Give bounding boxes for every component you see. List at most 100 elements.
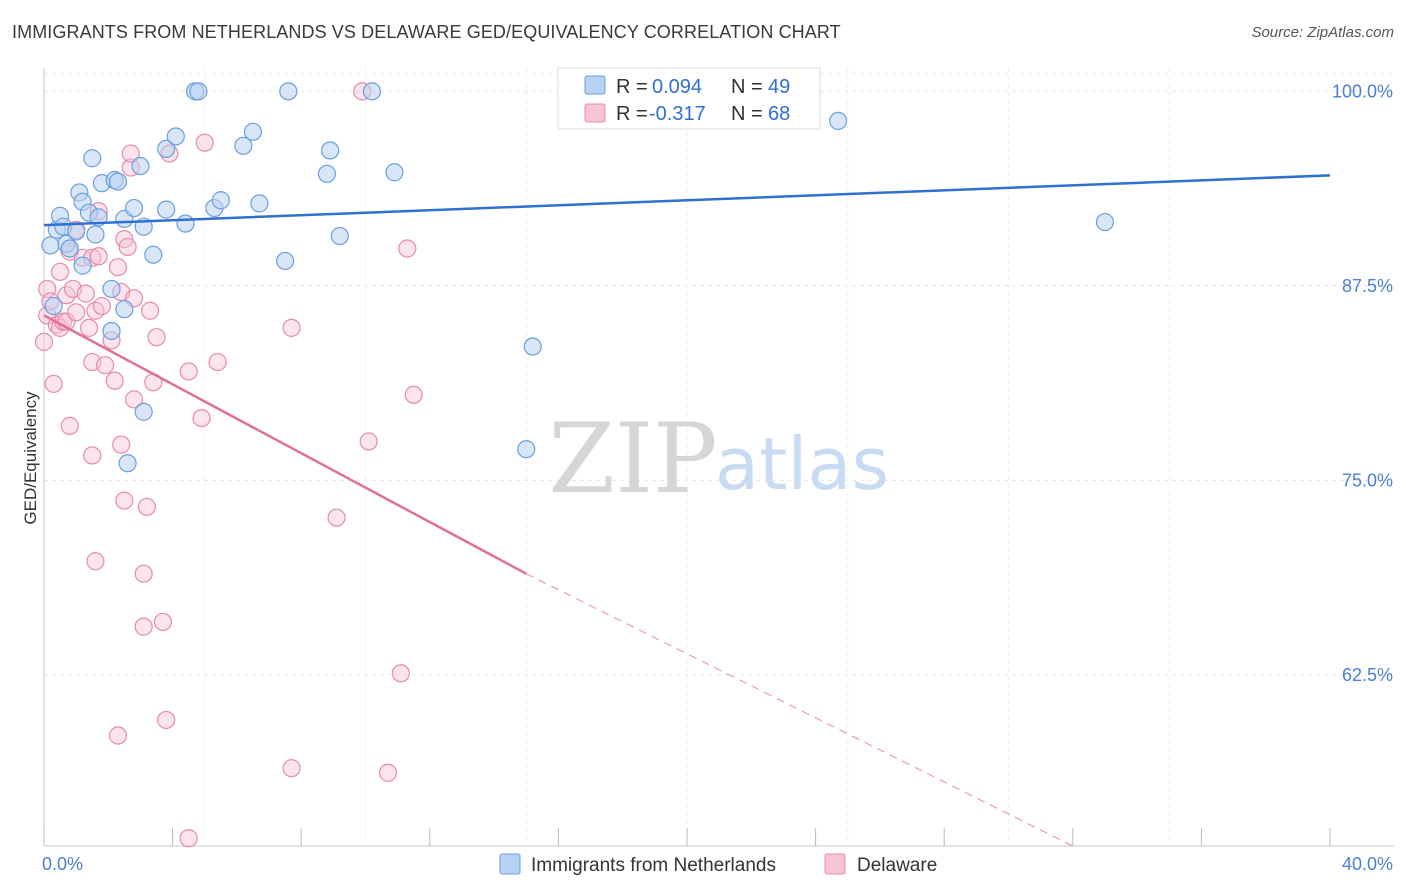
netherlands-points (41, 82, 1115, 473)
legend-n-value-pink: 68 (768, 103, 790, 125)
delaware-point (404, 385, 423, 404)
delaware-point (105, 371, 124, 390)
delaware-point (83, 446, 102, 465)
legend-row-pink: R = -0.317 N = 68 (616, 103, 790, 125)
delaware-point (67, 303, 86, 322)
delaware-point (60, 416, 79, 435)
y-tick-label: 75.0% (1342, 470, 1393, 490)
netherlands-point (362, 82, 382, 101)
netherlands-point (115, 300, 134, 319)
netherlands-point (118, 454, 137, 473)
netherlands-point (166, 127, 185, 146)
delaware-point (92, 296, 111, 316)
legend-n-label: N = (731, 103, 768, 125)
netherlands-point (157, 139, 176, 159)
netherlands-point (108, 172, 128, 191)
legend-r-value-blue: 0.094 (652, 76, 702, 98)
correlation-legend: R = 0.094 N = 49 R = -0.317 N = 68 (557, 67, 821, 130)
netherlands-point (279, 82, 298, 101)
delaware-point (76, 284, 95, 303)
netherlands-point (234, 136, 253, 155)
legend-item-delaware-swatch (824, 853, 846, 875)
delaware-point (108, 726, 128, 745)
delaware-point (112, 435, 131, 454)
legend-item-netherlands: Immigrants from Netherlands (531, 855, 776, 876)
delaware-point (89, 247, 108, 266)
delaware-point (327, 508, 346, 527)
y-tick-label: 62.5% (1342, 665, 1393, 685)
watermark: ZIP atlas (548, 403, 889, 515)
delaware-point (124, 390, 144, 409)
delaware-point (34, 332, 54, 351)
delaware-point (44, 374, 63, 393)
legend-blue-swatch (584, 75, 606, 95)
netherlands-point (134, 402, 153, 421)
netherlands-point (523, 337, 542, 356)
y-tick-label: 87.5% (1342, 276, 1393, 296)
delaware-point (115, 491, 134, 510)
delaware-point (282, 759, 301, 778)
delaware-point (147, 328, 166, 347)
netherlands-point (211, 191, 230, 210)
delaware-point (157, 710, 176, 730)
legend-n-value-blue: 49 (768, 76, 790, 98)
legend-item-delaware: Delaware (857, 855, 937, 876)
legend-row-blue: R = 0.094 N = 49 (616, 76, 790, 98)
netherlands-point (321, 141, 340, 160)
delaware-point (208, 352, 227, 372)
delaware-point (118, 237, 137, 257)
netherlands-point (124, 198, 144, 218)
delaware-point (86, 552, 105, 571)
legend-n-label: N = (731, 76, 768, 98)
delaware-trend-extension (525, 573, 1074, 847)
legend-item-netherlands-swatch (499, 853, 521, 875)
netherlands-point (73, 256, 92, 275)
delaware-point (179, 362, 198, 381)
netherlands-point (176, 214, 195, 233)
delaware-point (192, 409, 211, 428)
netherlands-point (330, 226, 349, 246)
netherlands-point (44, 296, 63, 316)
netherlands-point (131, 156, 150, 176)
delaware-point (140, 301, 160, 320)
delaware-point (137, 497, 156, 516)
netherlands-point (385, 163, 404, 182)
netherlands-point (83, 149, 102, 168)
netherlands-point (102, 279, 121, 299)
delaware-point (79, 318, 99, 337)
netherlands-point (829, 111, 848, 131)
y-tick-label: 100.0% (1332, 81, 1393, 101)
netherlands-point (1095, 212, 1115, 232)
netherlands-point (250, 194, 269, 213)
legend-pink-swatch (584, 103, 606, 123)
delaware-point (121, 144, 140, 163)
delaware-point (134, 564, 153, 583)
axes (43, 68, 1394, 847)
netherlands-point (144, 245, 163, 264)
delaware-point (359, 432, 378, 451)
netherlands-point (67, 222, 86, 241)
delaware-points (34, 82, 423, 848)
tick-labels: 62.5% 75.0% 87.5% 100.0% 0.0% 40.0% (42, 81, 1393, 874)
netherlands-point (243, 122, 263, 141)
delaware-point (153, 612, 173, 632)
delaware-point (108, 258, 128, 277)
legend-r-label: R = (616, 76, 653, 98)
delaware-point (50, 262, 70, 281)
x-tick-label: 0.0% (42, 854, 83, 874)
netherlands-point (157, 200, 176, 219)
legend-r-value-pink: -0.317 (649, 103, 706, 125)
x-tick-label: 40.0% (1342, 854, 1393, 874)
netherlands-point (86, 225, 105, 244)
netherlands-trend-line (43, 174, 1331, 227)
netherlands-point (517, 440, 536, 459)
chart-title: IMMIGRANTS FROM NETHERLANDS VS DELAWARE … (12, 22, 841, 42)
source-credit: Source: ZipAtlas.com (1251, 24, 1394, 41)
netherlands-point (189, 82, 208, 101)
delaware-point (398, 239, 417, 258)
delaware-point (378, 763, 398, 782)
delaware-point (282, 318, 301, 337)
watermark-zip: ZIP (548, 403, 717, 515)
trend-lines (43, 174, 1331, 847)
